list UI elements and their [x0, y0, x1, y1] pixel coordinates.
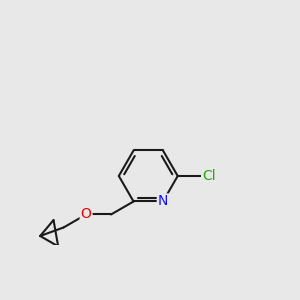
- Text: Cl: Cl: [202, 169, 216, 183]
- Text: O: O: [81, 208, 92, 221]
- Text: N: N: [158, 194, 168, 208]
